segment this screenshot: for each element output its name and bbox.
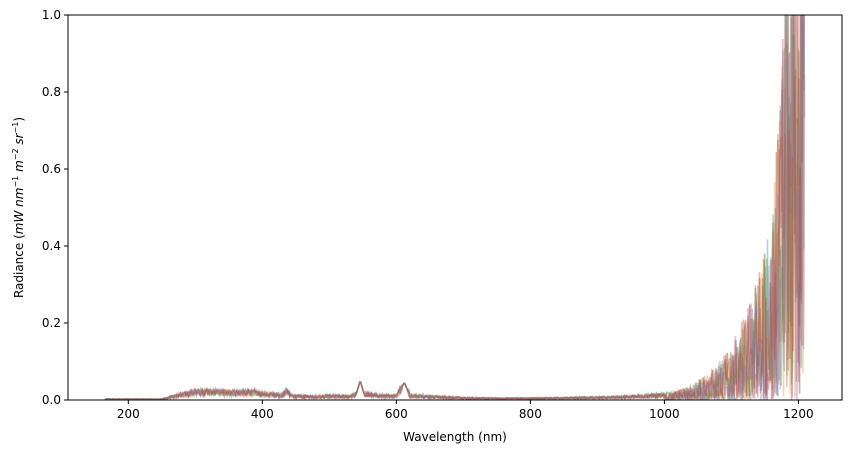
plot-area xyxy=(104,15,806,400)
plot-frame xyxy=(67,14,843,401)
y-axis-label-exp1: −1 xyxy=(11,176,20,188)
y-tick-label: 0.4 xyxy=(42,239,61,253)
y-tick-label: 0.8 xyxy=(42,85,61,99)
x-tick-label: 1000 xyxy=(649,407,680,421)
y-tick-label: 0.0 xyxy=(42,393,61,407)
y-axis: 0.0 0.2 0.4 0.6 0.8 1.0 xyxy=(42,8,68,407)
y-tick-label: 0.2 xyxy=(42,316,61,330)
spectrum-series-6 xyxy=(104,15,805,400)
x-tick-label: 800 xyxy=(519,407,542,421)
y-axis-label-exp2: −2 xyxy=(11,148,20,160)
spectrum-series-5 xyxy=(104,15,806,400)
x-tick-label: 600 xyxy=(385,407,408,421)
spectrum-series-4 xyxy=(104,15,804,400)
spectrum-series-2 xyxy=(104,15,806,400)
x-axis: 200 400 600 800 1000 1200 xyxy=(117,400,814,421)
y-axis-label-close: ) xyxy=(12,117,26,122)
y-tick-label: 1.0 xyxy=(42,8,61,22)
spectrum-series-3 xyxy=(104,15,806,400)
y-axis-label-base: Radiance ( xyxy=(12,234,26,298)
y-axis-label-exp3: −1 xyxy=(11,122,20,134)
y-axis-label-unit2: m xyxy=(12,160,26,176)
x-tick-label: 200 xyxy=(117,407,140,421)
x-axis-label: Wavelength (nm) xyxy=(403,430,507,444)
y-axis-label-unit1: mW nm xyxy=(12,188,26,235)
y-axis-label: Radiance (mW nm−1 m−2 sr−1) xyxy=(11,117,26,298)
y-tick-label: 0.6 xyxy=(42,162,61,176)
spectrum-series-1 xyxy=(104,15,806,400)
y-axis-label-unit3: sr xyxy=(12,132,26,148)
x-tick-label: 400 xyxy=(251,407,274,421)
x-tick-label: 1200 xyxy=(783,407,814,421)
